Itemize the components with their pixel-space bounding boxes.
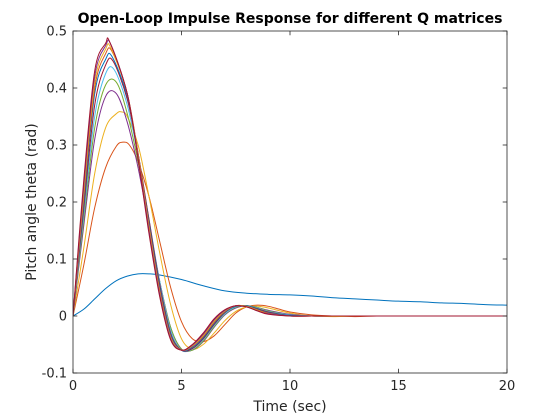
ticks-layer: 0 5 10 15 20-0.100.10.20.30.40.5 — [42, 25, 516, 395]
series-line-12 — [73, 37, 507, 351]
x-axis-label: Time (sec) — [252, 399, 326, 415]
x-tick-label: 0 — [69, 379, 77, 394]
x-tick-label: 20 — [499, 379, 516, 394]
series-line-1 — [73, 273, 507, 317]
axes-background — [73, 31, 507, 373]
x-tick-label: 10 — [282, 379, 299, 394]
x-tick-label: 15 — [390, 379, 407, 394]
y-tick-label: 0.2 — [46, 196, 67, 211]
y-tick-label: 0.3 — [46, 139, 67, 154]
series-layer — [73, 37, 507, 353]
y-tick-label: 0.5 — [46, 25, 67, 40]
y-tick-label: 0 — [59, 310, 67, 325]
y-tick-label: 0.1 — [46, 253, 67, 268]
chart-title: Open-Loop Impulse Response for different… — [78, 11, 503, 27]
y-tick-label: 0.4 — [46, 82, 67, 97]
y-axis-label: Pitch angle theta (rad) — [24, 123, 40, 280]
y-tick-label: -0.1 — [42, 367, 67, 382]
x-tick-label: 5 — [177, 379, 185, 394]
